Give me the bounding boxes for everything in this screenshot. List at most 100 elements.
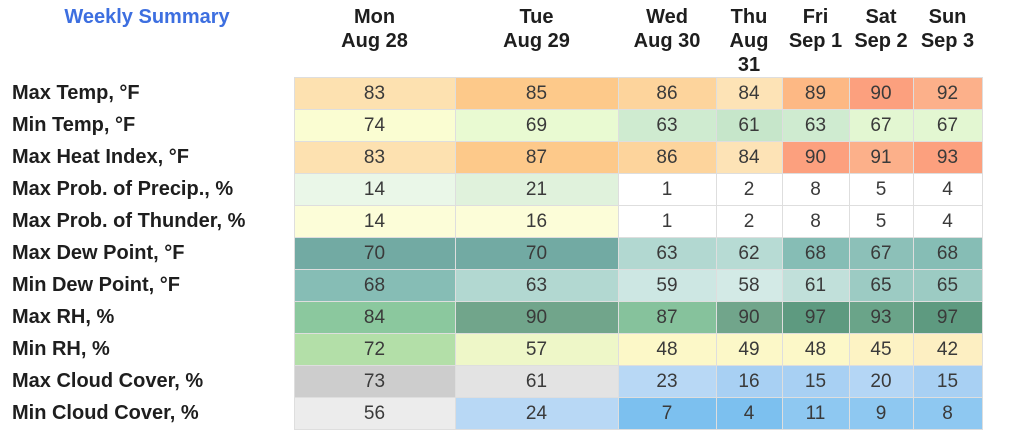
value-cell: 67 xyxy=(848,237,914,270)
value-cell: 86 xyxy=(617,141,717,174)
weekly-summary-table: Weekly Summary Mon Aug 28 Tue Aug 29 Wed Aug … xyxy=(0,0,983,430)
value-cell: 62 xyxy=(715,237,783,270)
day-header: Fri Sep 1 xyxy=(782,0,849,78)
row-label: Max Temp, °F xyxy=(12,82,140,104)
row-label: Max Prob. of Thunder, % xyxy=(12,210,246,232)
value-cell: 65 xyxy=(848,269,914,302)
value-cell: 20 xyxy=(848,365,914,398)
value-cell: 8 xyxy=(781,173,850,206)
day-date: Aug 30 xyxy=(633,30,701,52)
value-cell: 9 xyxy=(848,397,914,430)
row-label: Max Dew Point, °F xyxy=(12,242,185,264)
day-name: Sun xyxy=(928,6,967,28)
day-name: Mon xyxy=(353,6,396,28)
value-cell: 42 xyxy=(912,333,983,366)
value-cell: 86 xyxy=(617,77,717,110)
table-row: Max Prob. of Thunder, % 14 16 1 2 8 5 4 xyxy=(0,205,983,238)
table-title: Weekly Summary xyxy=(64,6,230,28)
value-cell: 63 xyxy=(617,237,717,270)
value-cell: 4 xyxy=(715,397,783,430)
day-date: Aug 29 xyxy=(503,30,570,52)
value-cell: 67 xyxy=(848,109,914,142)
value-cell: 68 xyxy=(293,269,456,302)
value-cell: 59 xyxy=(617,269,717,302)
value-cell: 15 xyxy=(912,365,983,398)
day-date: Sep 3 xyxy=(920,30,975,52)
value-cell: 92 xyxy=(912,77,983,110)
day-header: Thu Aug 31 xyxy=(716,0,782,78)
value-cell: 15 xyxy=(781,365,850,398)
value-cell: 84 xyxy=(293,301,456,334)
value-cell: 83 xyxy=(293,77,456,110)
value-cell: 63 xyxy=(617,109,717,142)
value-cell: 91 xyxy=(848,141,914,174)
value-cell: 93 xyxy=(848,301,914,334)
value-cell: 63 xyxy=(454,269,619,302)
value-cell: 68 xyxy=(912,237,983,270)
value-cell: 83 xyxy=(293,141,456,174)
value-cell: 97 xyxy=(781,301,850,334)
value-cell: 89 xyxy=(781,77,850,110)
value-cell: 97 xyxy=(912,301,983,334)
day-date: Sep 1 xyxy=(788,30,843,52)
value-cell: 65 xyxy=(912,269,983,302)
value-cell: 61 xyxy=(715,109,783,142)
row-label: Min Temp, °F xyxy=(12,114,136,136)
table-body: Max Temp, °F 83 85 86 84 89 90 92 Min Temp, °F 74… xyxy=(0,77,983,430)
value-cell: 11 xyxy=(781,397,850,430)
value-cell: 5 xyxy=(848,173,914,206)
value-cell: 87 xyxy=(617,301,717,334)
value-cell: 67 xyxy=(912,109,983,142)
value-cell: 1 xyxy=(617,173,717,206)
value-cell: 2 xyxy=(715,173,783,206)
value-cell: 68 xyxy=(781,237,850,270)
value-cell: 61 xyxy=(454,365,619,398)
value-cell: 58 xyxy=(715,269,783,302)
table-row: Min Temp, °F 74 69 63 61 63 67 67 xyxy=(0,109,983,142)
table-row: Min Dew Point, °F 68 63 59 58 61 65 65 xyxy=(0,269,983,302)
value-cell: 90 xyxy=(715,301,783,334)
value-cell: 14 xyxy=(293,173,456,206)
row-label: Min RH, % xyxy=(12,338,110,360)
value-cell: 74 xyxy=(293,109,456,142)
value-cell: 4 xyxy=(912,205,983,238)
value-cell: 48 xyxy=(617,333,717,366)
value-cell: 5 xyxy=(848,205,914,238)
value-cell: 69 xyxy=(454,109,619,142)
day-header: Sat Sep 2 xyxy=(849,0,913,78)
day-name: Sat xyxy=(865,6,897,28)
row-label: Max RH, % xyxy=(12,306,115,328)
value-cell: 14 xyxy=(293,205,456,238)
value-cell: 87 xyxy=(454,141,619,174)
day-date: Aug 28 xyxy=(341,30,408,52)
table-row: Max Temp, °F 83 85 86 84 89 90 92 xyxy=(0,77,983,110)
day-name: Fri xyxy=(802,6,829,28)
value-cell: 45 xyxy=(848,333,914,366)
value-cell: 70 xyxy=(454,237,619,270)
value-cell: 73 xyxy=(293,365,456,398)
value-cell: 16 xyxy=(715,365,783,398)
header-row: Weekly Summary Mon Aug 28 Tue Aug 29 Wed Aug … xyxy=(0,0,982,78)
value-cell: 49 xyxy=(715,333,783,366)
value-cell: 90 xyxy=(454,301,619,334)
row-label: Min Dew Point, °F xyxy=(12,274,180,296)
row-label: Max Heat Index, °F xyxy=(12,146,189,168)
day-header: Mon Aug 28 xyxy=(294,0,455,78)
value-cell: 2 xyxy=(715,205,783,238)
value-cell: 4 xyxy=(912,173,983,206)
row-label: Max Cloud Cover, % xyxy=(12,370,204,392)
value-cell: 16 xyxy=(454,205,619,238)
value-cell: 90 xyxy=(781,141,850,174)
value-cell: 56 xyxy=(293,397,456,430)
table-row: Max Dew Point, °F 70 70 63 62 68 67 68 xyxy=(0,237,983,270)
value-cell: 8 xyxy=(912,397,983,430)
value-cell: 63 xyxy=(781,109,850,142)
table-row: Min Cloud Cover, % 56 24 7 4 11 9 8 xyxy=(0,397,983,430)
day-name: Wed xyxy=(646,6,688,28)
value-cell: 23 xyxy=(617,365,717,398)
day-name: Thu xyxy=(730,6,768,28)
value-cell: 72 xyxy=(293,333,456,366)
value-cell: 84 xyxy=(715,141,783,174)
value-cell: 24 xyxy=(454,397,619,430)
day-name: Tue xyxy=(519,6,554,28)
